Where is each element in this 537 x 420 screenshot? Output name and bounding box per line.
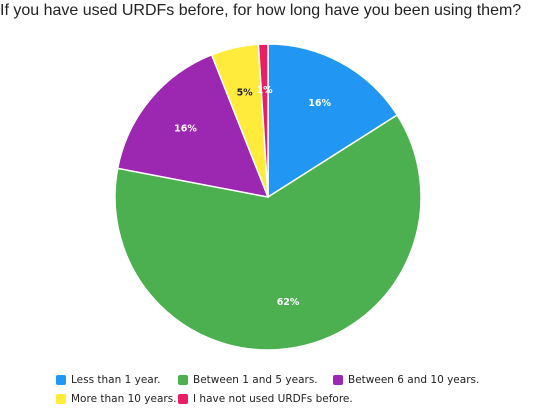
legend-label: Between 1 and 5 years. [193,373,318,386]
slice-data-label-0: 16% [308,98,331,109]
legend-swatch [56,374,66,385]
legend-label: More than 10 years. [71,392,177,405]
legend-item-not-used-urdfs[interactable]: I have not used URDFs before. [178,393,353,405]
slice-data-label-1: 62% [277,297,300,308]
legend-label: Less than 1 year. [71,373,161,386]
slice-data-label-3: 5% [237,87,254,98]
legend-row-1: Less than 1 year. Between 1 and 5 years.… [56,370,526,389]
chart-title: If you have used URDFs before, for how l… [0,2,522,19]
legend-swatch [333,374,343,385]
legend-item-less-than-1-year[interactable]: Less than 1 year. [56,374,178,386]
legend-item-between-6-and-10-years[interactable]: Between 6 and 10 years. [333,374,479,386]
slice-data-label-2: 16% [174,124,197,135]
legend: Less than 1 year. Between 1 and 5 years.… [56,370,526,408]
pie-slice-2[interactable] [116,53,270,198]
legend-item-between-1-and-5-years[interactable]: Between 1 and 5 years. [178,374,333,386]
pie-chart: 16% 62% 16% 5% 1% [114,43,422,351]
pie-slice-4[interactable] [257,43,269,198]
pie-slice-1[interactable] [114,113,422,351]
legend-label: I have not used URDFs before. [193,392,353,405]
legend-swatch [178,374,188,385]
pie-slice-0[interactable] [267,43,399,199]
legend-item-more-than-10-years[interactable]: More than 10 years. [56,393,178,405]
legend-swatch [56,393,66,404]
slice-data-label-4: 1% [257,85,274,96]
legend-label: Between 6 and 10 years. [348,373,480,386]
legend-swatch [178,393,188,404]
legend-row-2: More than 10 years. I have not used URDF… [56,389,526,408]
